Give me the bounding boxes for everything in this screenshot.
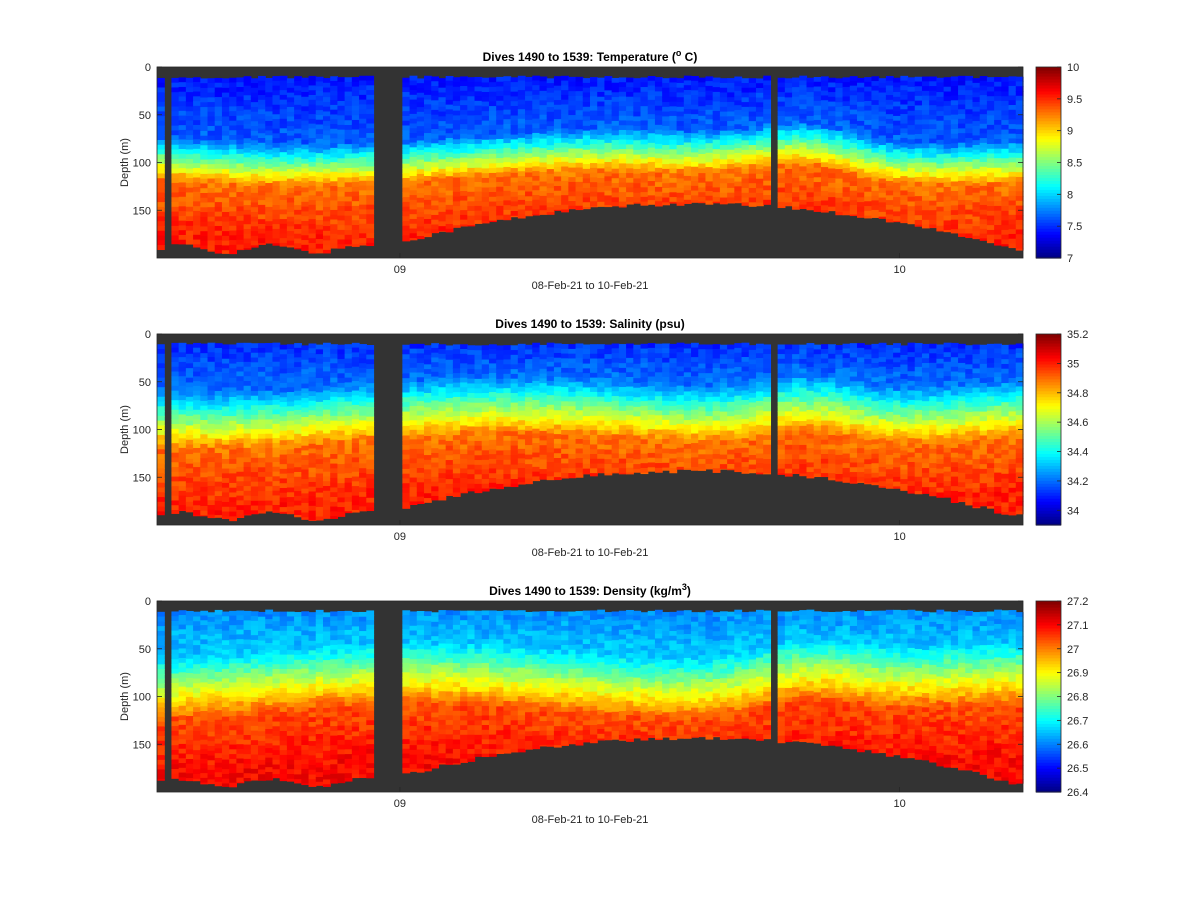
chart-title: Dives 1490 to 1539: Density (kg/m3) xyxy=(489,582,691,598)
y-tick-label: 100 xyxy=(133,158,151,170)
colorbar-tick-label: 34.2 xyxy=(1067,476,1088,488)
x-tick-label: 09 xyxy=(394,264,406,276)
y-tick-label: 0 xyxy=(145,329,151,341)
colorbar-tick-label: 26.8 xyxy=(1067,692,1088,704)
y-axis-label: Depth (m) xyxy=(119,672,131,721)
colorbar-tick-label: 26.7 xyxy=(1067,715,1088,727)
y-axis-label: Depth (m) xyxy=(119,138,131,187)
x-tick-label: 10 xyxy=(893,531,905,543)
colorbar-tick-label: 27 xyxy=(1067,644,1079,656)
panel-1: 0 50 100 150 09 10 Depth (m) 08-Feb-21 to 10-Fe… xyxy=(119,48,1082,292)
colorbar-tick-label: 34.4 xyxy=(1067,447,1088,459)
x-axis-label: 08-Feb-21 to 10-Feb-21 xyxy=(532,814,649,826)
colorbar-tick-label: 9.5 xyxy=(1067,94,1082,106)
colorbar-tick-label: 26.9 xyxy=(1067,668,1088,680)
y-tick-label: 0 xyxy=(145,62,151,74)
colorbar-tick-label: 34.6 xyxy=(1067,417,1088,429)
x-axis-label: 08-Feb-21 to 10-Feb-21 xyxy=(532,280,649,292)
y-tick-label: 0 xyxy=(145,596,151,608)
chart-title: Dives 1490 to 1539: Temperature (o C) xyxy=(483,48,698,64)
colorbar-tick-label: 34 xyxy=(1067,505,1079,517)
x-tick-label: 09 xyxy=(394,798,406,810)
colorbar-tick-label: 35.2 xyxy=(1067,329,1088,341)
colorbar-tick-label: 8 xyxy=(1067,189,1073,201)
y-axis-label: Depth (m) xyxy=(119,405,131,454)
panel-2: 0 50 100 150 09 10 Depth (m) 08-Feb-21 to 10-Fe… xyxy=(119,317,1088,559)
colorbar-tick-label: 7 xyxy=(1067,253,1073,265)
x-axis-label: 08-Feb-21 to 10-Feb-21 xyxy=(532,547,649,559)
colorbar-tick-label: 9 xyxy=(1067,126,1073,138)
y-tick-label: 50 xyxy=(139,644,151,656)
colorbar-tick-label: 26.5 xyxy=(1067,763,1088,775)
chart-title-tail: C) xyxy=(681,50,697,64)
y-tick-label: 100 xyxy=(133,692,151,704)
colorbar-tick-label: 26.4 xyxy=(1067,787,1088,799)
colorbar-tick-label: 34.8 xyxy=(1067,388,1088,400)
colorbar-tick-label: 27.2 xyxy=(1067,596,1088,608)
y-tick-label: 100 xyxy=(133,425,151,437)
colorbar-tick-label: 8.5 xyxy=(1067,158,1082,170)
colorbar-tick-label: 26.6 xyxy=(1067,739,1088,751)
x-tick-label: 10 xyxy=(893,264,905,276)
colorbar-tick-label: 35 xyxy=(1067,358,1079,370)
colorbar-tick-label: 10 xyxy=(1067,62,1079,74)
x-tick-label: 09 xyxy=(394,531,406,543)
y-tick-label: 150 xyxy=(133,739,151,751)
y-tick-label: 50 xyxy=(139,377,151,389)
panel-3: 0 50 100 150 09 10 Depth (m) 08-Feb-21 to 10-Fe… xyxy=(119,582,1088,826)
chart-title-main: Dives 1490 to 1539: Salinity (psu) xyxy=(495,317,684,331)
chart-title-tail: ) xyxy=(687,584,691,598)
y-tick-label: 150 xyxy=(133,205,151,217)
y-tick-label: 50 xyxy=(139,110,151,122)
colorbar-tick-label: 7.5 xyxy=(1067,221,1082,233)
colorbar: 7 7.5 8 8.5 9 9.5 10 xyxy=(1036,62,1082,265)
colorbar: 34 34.2 34.4 34.6 34.8 35 35.2 xyxy=(1036,329,1088,526)
chart-title: Dives 1490 to 1539: Salinity (psu) xyxy=(495,317,684,331)
chart-title-main: Dives 1490 to 1539: Density (kg/m xyxy=(489,584,682,598)
x-tick-label: 10 xyxy=(893,798,905,810)
y-tick-label: 150 xyxy=(133,472,151,484)
colorbar-tick-label: 27.1 xyxy=(1067,620,1088,632)
chart-title-main: Dives 1490 to 1539: Temperature ( xyxy=(483,50,676,64)
colorbar: 26.4 26.5 26.6 26.7 26.8 26.9 27 27.1 27.2 xyxy=(1036,596,1088,799)
